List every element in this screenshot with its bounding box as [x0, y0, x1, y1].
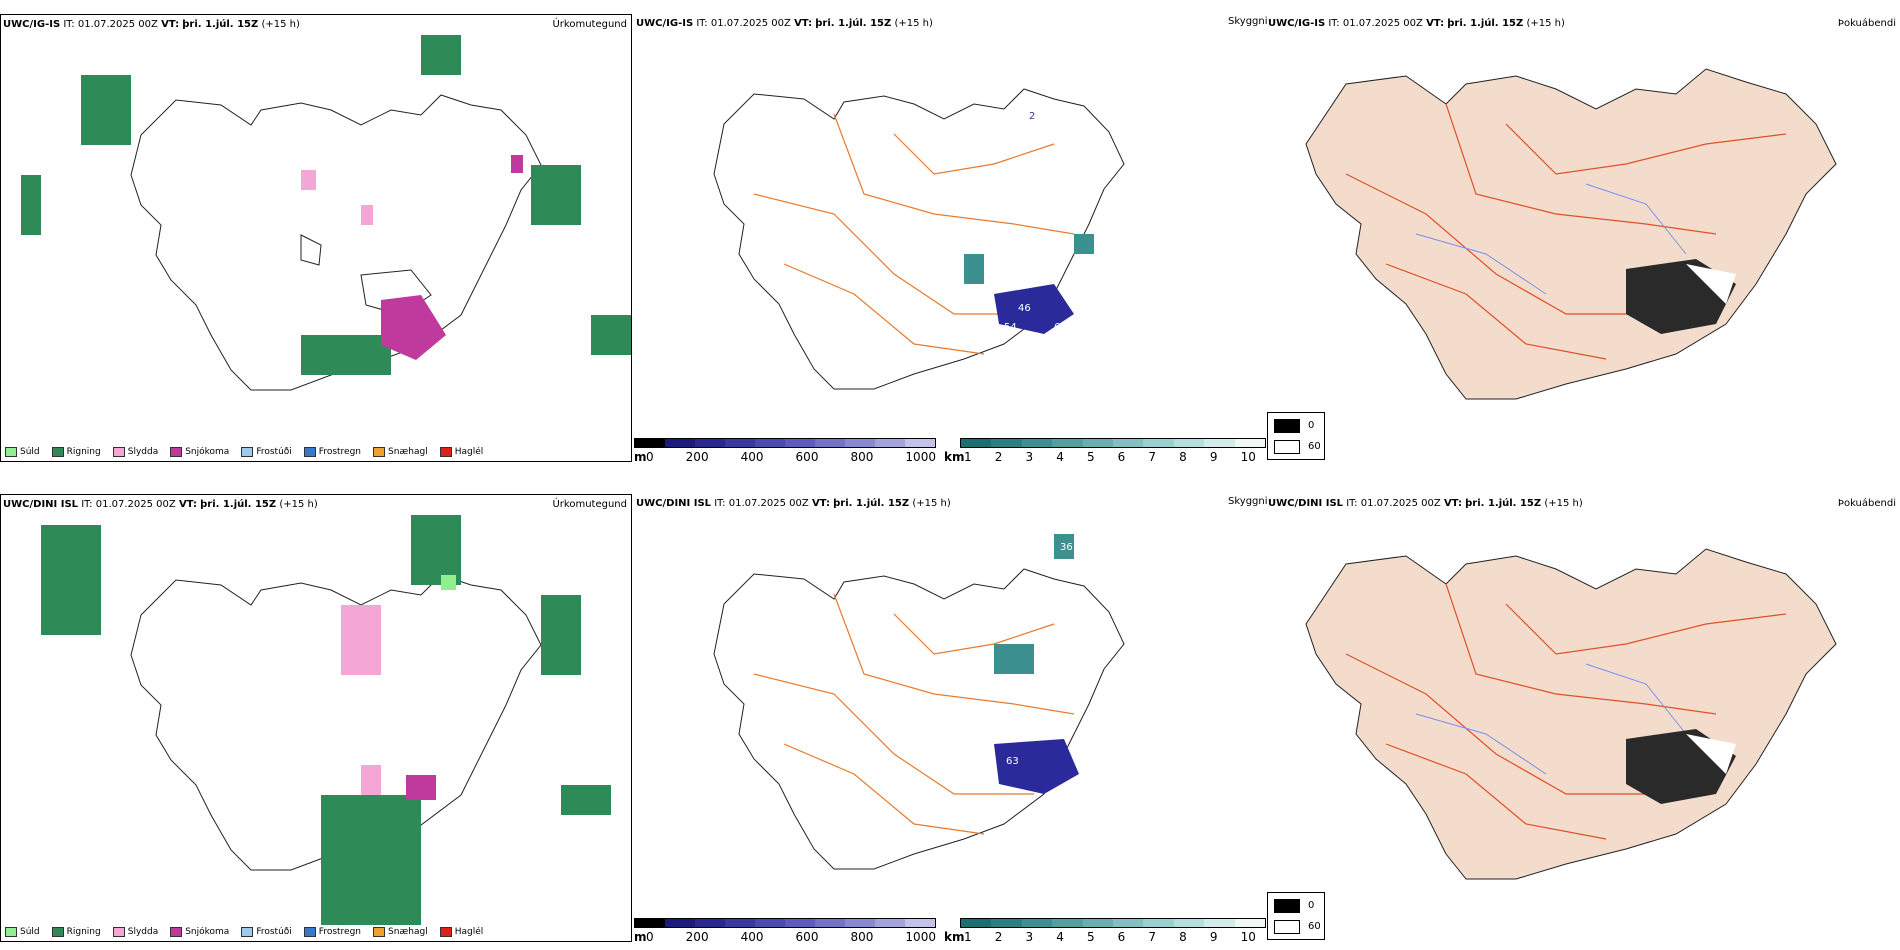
legend-item: Frostregn: [303, 447, 361, 457]
legend-item: Súld: [5, 927, 40, 937]
fog-panel-top: UWC/IG-IS IT: 01.07.2025 00Z VT: þri. 1.…: [1266, 14, 1900, 462]
legend-item: Slydda: [112, 447, 158, 457]
panel-variable-label: Skyggni: [1228, 16, 1268, 27]
panel-title: UWC/IG-IS IT: 01.07.2025 00Z VT: þri. 1.…: [3, 19, 300, 30]
precip-legend: Súld Rigning Slydda Snjókoma Frostúði Fr…: [5, 447, 489, 457]
visibility-map: 63 36: [713, 534, 1125, 870]
legend-item: Snjókoma: [170, 447, 229, 457]
fog-legend: 0 60: [1267, 892, 1325, 940]
map-label: 63: [1006, 756, 1019, 767]
visibility-map: 46 54 69 2: [713, 88, 1125, 390]
legend-item: Rigning: [51, 927, 101, 937]
cloudbase-unit: m: [634, 450, 647, 464]
legend-item: Frostúði: [241, 447, 292, 457]
panel-variable-label: Þokuábendi: [1837, 498, 1896, 509]
panel-title: UWC/IG-IS IT: 01.07.2025 00Z VT: þri. 1.…: [636, 18, 933, 29]
legend-item: Haglél: [439, 927, 483, 937]
legend-item: Haglél: [439, 447, 483, 457]
legend-item: Súld: [5, 447, 40, 457]
panel-title: UWC/DINI ISL IT: 01.07.2025 00Z VT: þri.…: [1268, 498, 1583, 509]
precip-map: [41, 515, 611, 925]
cloudbase-ticks: 0 200 400 600 800 1000: [646, 450, 936, 464]
panel-variable-label: Úrkomutegund: [552, 19, 627, 30]
visibility-panel-top: UWC/IG-IS IT: 01.07.2025 00Z VT: þri. 1.…: [634, 14, 1268, 464]
panel-variable-label: Úrkomutegund: [552, 499, 627, 510]
precip-type-panel-bottom: UWC/DINI ISL IT: 01.07.2025 00Z VT: þri.…: [0, 494, 632, 942]
fog-legend: 0 60: [1267, 412, 1325, 460]
precip-map: [21, 35, 631, 391]
map-label: 2: [1029, 111, 1035, 122]
visibility-ticks: 1 2 3 4 5 6 7 8 9 10: [964, 930, 1256, 944]
cloudbase-ticks: 0 200 400 600 800 1000: [646, 930, 936, 944]
legend-item: Frostúði: [241, 927, 292, 937]
map-label: 36: [1060, 542, 1073, 553]
panel-variable-label: Skyggni: [1228, 496, 1268, 507]
panel-title: UWC/IG-IS IT: 01.07.2025 00Z VT: þri. 1.…: [1268, 18, 1565, 29]
map-label: 54: [1004, 322, 1017, 333]
legend-item: Snæhagl: [373, 447, 428, 457]
cloudbase-unit: m: [634, 930, 647, 944]
visibility-colorbar: [960, 918, 1266, 928]
visibility-colorbar: [960, 438, 1266, 448]
fog-panel-bottom: UWC/DINI ISL IT: 01.07.2025 00Z VT: þri.…: [1266, 494, 1900, 942]
legend-item: Snæhagl: [373, 927, 428, 937]
visibility-ticks: 1 2 3 4 5 6 7 8 9 10: [964, 450, 1256, 464]
visibility-unit: km: [944, 450, 965, 464]
cloudbase-colorbar: [634, 918, 936, 928]
visibility-unit: km: [944, 930, 965, 944]
visibility-panel-bottom: UWC/DINI ISL IT: 01.07.2025 00Z VT: þri.…: [634, 494, 1268, 944]
legend-item: Frostregn: [303, 927, 361, 937]
fog-map: [1305, 548, 1837, 880]
precip-type-panel-top: UWC/IG-IS IT: 01.07.2025 00Z VT: þri. 1.…: [0, 14, 632, 462]
panel-title: UWC/DINI ISL IT: 01.07.2025 00Z VT: þri.…: [636, 498, 951, 509]
legend-item: Slydda: [112, 927, 158, 937]
map-label: 69: [1054, 322, 1067, 333]
fog-map: [1305, 68, 1837, 400]
panel-title: UWC/DINI ISL IT: 01.07.2025 00Z VT: þri.…: [3, 499, 318, 510]
legend-item: Rigning: [51, 447, 101, 457]
precip-legend: Súld Rigning Slydda Snjókoma Frostúði Fr…: [5, 927, 489, 937]
panel-variable-label: Þokuábendi: [1837, 18, 1896, 29]
legend-item: Snjókoma: [170, 927, 229, 937]
map-label: 46: [1018, 303, 1031, 314]
cloudbase-colorbar: [634, 438, 936, 448]
